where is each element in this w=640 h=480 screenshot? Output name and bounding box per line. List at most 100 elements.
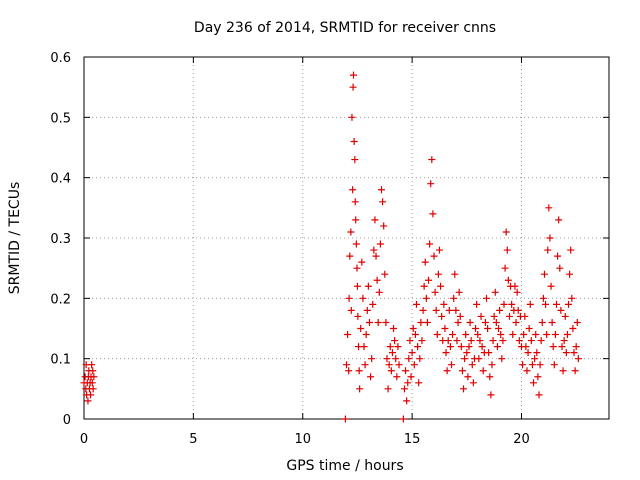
data-point (548, 318, 556, 326)
data-point (446, 343, 454, 351)
data-point (505, 312, 513, 320)
data-point (483, 294, 490, 302)
data-point (350, 137, 358, 145)
data-point (367, 373, 375, 381)
data-point (527, 337, 535, 345)
data-point (501, 264, 509, 272)
gridlines (84, 57, 609, 419)
data-point (372, 252, 380, 260)
data-point (382, 318, 390, 326)
data-point (352, 216, 360, 224)
x-tick-label: 15 (404, 432, 421, 447)
data-point (565, 300, 573, 308)
data-point (435, 246, 443, 254)
data-point (90, 373, 98, 381)
data-point (356, 385, 364, 393)
data-point (429, 210, 437, 218)
data-point (89, 367, 97, 375)
data-point (353, 264, 361, 272)
data-point (542, 300, 550, 308)
data-point (481, 318, 489, 326)
data-point (87, 391, 95, 399)
data-point (465, 343, 473, 351)
data-point (359, 294, 367, 302)
data-point (410, 361, 418, 369)
data-point (537, 337, 545, 345)
x-tick-labels: 0 5 10 15 20 (80, 432, 530, 447)
data-point (563, 331, 571, 339)
data-point (415, 379, 423, 387)
y-tick-label: 0.4 (50, 172, 71, 187)
data-point (479, 367, 487, 375)
data-point (361, 361, 369, 369)
y-tick-label: 0.3 (50, 232, 71, 247)
data-point (533, 349, 541, 357)
data-point (477, 312, 485, 320)
data-point (484, 325, 492, 332)
data-point (535, 391, 543, 399)
data-point (345, 294, 353, 302)
data-point (390, 325, 398, 332)
data-point (452, 306, 460, 314)
data-point (488, 361, 496, 369)
x-tick-label: 5 (189, 432, 197, 447)
data-point (368, 355, 376, 363)
y-tick-label: 0.5 (50, 111, 71, 126)
data-point (371, 216, 379, 224)
data-point (84, 397, 92, 405)
data-point (455, 288, 463, 296)
data-point (352, 240, 360, 248)
data-point (496, 306, 504, 314)
data-point (476, 337, 484, 345)
data-point (370, 246, 378, 254)
data-point (511, 282, 519, 290)
data-point (344, 331, 352, 339)
data-point (457, 343, 465, 351)
data-point (460, 385, 468, 393)
data-point (351, 198, 359, 206)
data-point (409, 325, 417, 332)
data-point (448, 361, 455, 369)
data-point (560, 337, 568, 345)
data-point (438, 312, 446, 320)
data-point (572, 343, 580, 351)
y-tick-label: 0.2 (50, 292, 71, 307)
data-point (440, 300, 448, 308)
data-point (378, 186, 385, 194)
x-tick-label: 10 (294, 432, 311, 447)
data-point (406, 337, 414, 345)
y-tick-label: 0.6 (50, 51, 71, 66)
data-point (503, 246, 511, 254)
x-axis-label: GPS time / hours (286, 458, 403, 474)
data-point (343, 361, 350, 369)
data-point (357, 325, 365, 332)
data-point (405, 355, 413, 363)
data-point (532, 331, 540, 339)
data-point (574, 355, 582, 363)
data-point (449, 331, 457, 339)
data-point (485, 349, 493, 357)
data-point (569, 325, 577, 332)
data-point (458, 367, 466, 375)
chart-title: Day 236 of 2014, SRMTID for receiver cnn… (194, 20, 496, 36)
x-tick-label: 0 (80, 432, 88, 447)
data-point (502, 228, 510, 236)
data-point (430, 252, 438, 260)
data-point (381, 270, 389, 278)
x-tick-label: 20 (513, 432, 530, 447)
y-tick-label: 0.1 (50, 353, 71, 368)
data-point (363, 306, 371, 314)
data-point (394, 343, 402, 351)
data-point (462, 331, 470, 339)
data-point (539, 294, 547, 302)
data-point (556, 264, 564, 272)
data-point (380, 222, 388, 230)
data-point (550, 361, 558, 369)
data-point (347, 306, 355, 314)
data-point (463, 349, 471, 357)
data-point (349, 83, 357, 91)
data-point (567, 246, 575, 254)
data-point (547, 282, 555, 290)
data-point (391, 337, 399, 345)
data-point (341, 415, 349, 423)
